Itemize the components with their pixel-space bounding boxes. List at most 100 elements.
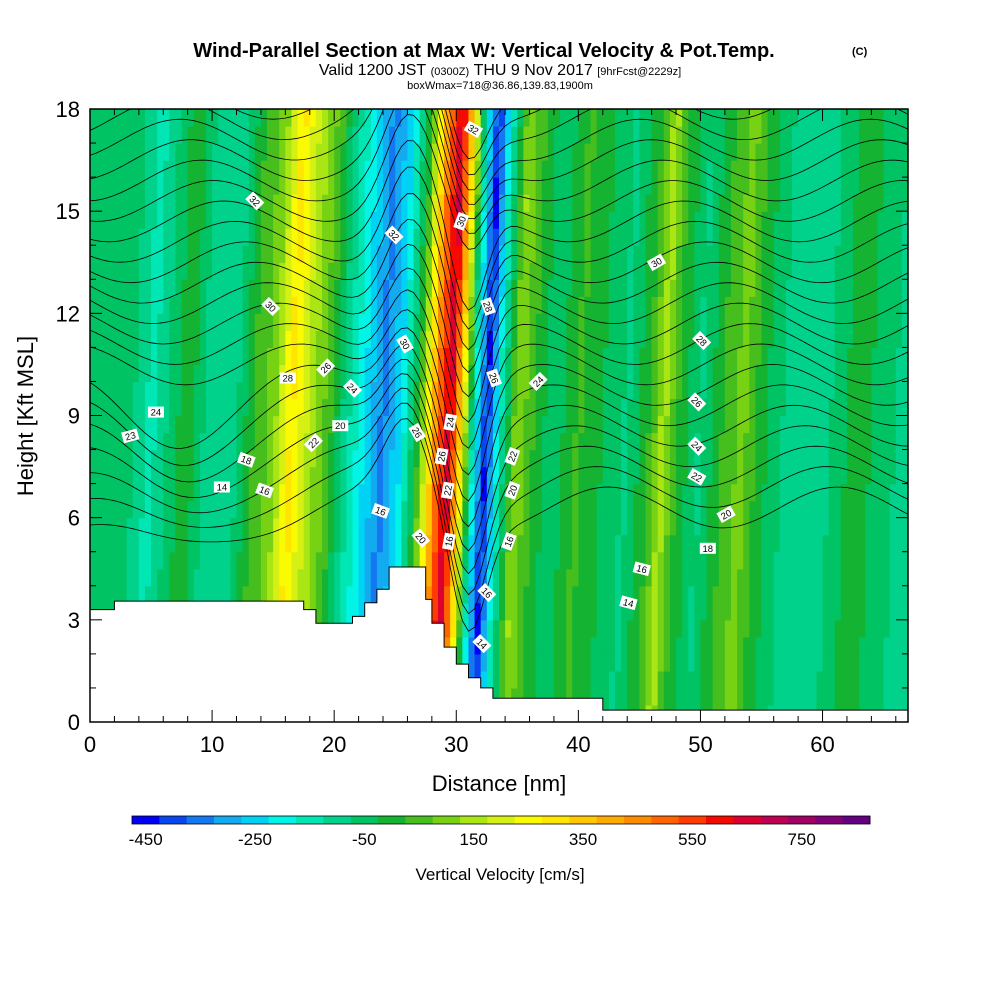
w-cell [242, 313, 250, 331]
w-cell [212, 500, 219, 519]
w-cell [865, 245, 872, 263]
subtitle-valid: Valid 1200 JST [319, 62, 427, 79]
w-cell [224, 194, 231, 212]
w-cell [96, 194, 103, 212]
w-cell [273, 279, 280, 297]
w-cell [657, 466, 665, 485]
w-cell [633, 602, 640, 621]
w-cell [755, 670, 763, 689]
w-cell [523, 143, 531, 161]
w-cell [785, 449, 793, 468]
w-cell [846, 619, 854, 638]
w-cell [157, 126, 164, 144]
w-cell [346, 517, 354, 536]
w-cell [505, 211, 512, 229]
w-cell [560, 432, 567, 451]
w-cell [151, 483, 158, 502]
w-cell [700, 160, 708, 178]
w-cell [676, 619, 683, 638]
w-cell [480, 211, 488, 229]
w-cell [596, 483, 604, 502]
w-cell [718, 415, 726, 434]
w-cell [663, 602, 671, 621]
w-cell [462, 194, 470, 212]
w-cell [376, 330, 384, 348]
w-cell [846, 177, 854, 195]
w-cell [431, 432, 439, 451]
w-cell [810, 347, 818, 366]
w-cell [132, 279, 140, 297]
w-cell [309, 245, 317, 263]
w-cell [236, 109, 244, 127]
w-cell [468, 585, 476, 604]
w-cell [676, 381, 683, 400]
w-cell [737, 262, 744, 280]
w-cell [810, 126, 818, 144]
w-cell [651, 228, 659, 246]
w-cell [224, 109, 231, 127]
w-cell [724, 398, 732, 417]
w-cell [132, 483, 140, 502]
w-cell [444, 194, 451, 212]
w-cell [779, 398, 787, 417]
w-cell [816, 262, 824, 280]
w-cell [120, 143, 128, 161]
w-cell [248, 381, 256, 400]
w-cell [614, 500, 622, 519]
w-cell [505, 687, 512, 706]
w-cell [212, 296, 219, 314]
w-cell [712, 279, 720, 297]
w-cell [340, 466, 347, 485]
w-cell [499, 296, 506, 314]
w-cell [578, 415, 586, 434]
w-cell [126, 313, 134, 331]
w-cell [419, 245, 427, 263]
w-cell [352, 279, 360, 297]
w-cell [657, 534, 665, 553]
w-cell [413, 483, 421, 502]
w-cell [633, 364, 640, 383]
w-cell [706, 636, 714, 655]
w-cell [462, 619, 470, 638]
w-cell [700, 670, 708, 689]
w-cell [340, 160, 347, 178]
w-cell [120, 160, 128, 178]
w-cell [285, 381, 293, 400]
w-cell [846, 211, 854, 229]
w-cell [346, 126, 354, 144]
w-cell [169, 364, 177, 383]
w-cell [706, 330, 714, 348]
w-cell [328, 279, 335, 297]
w-cell [90, 296, 97, 314]
w-cell [480, 313, 488, 331]
w-cell [828, 534, 836, 553]
w-cell [328, 262, 335, 280]
w-cell [737, 177, 744, 195]
w-cell [706, 449, 714, 468]
w-cell [627, 585, 634, 604]
w-cell [621, 432, 628, 451]
w-cell [499, 449, 506, 468]
w-cell [468, 500, 476, 519]
w-cell [828, 381, 836, 400]
w-cell [383, 381, 390, 400]
w-cell [321, 211, 329, 229]
w-cell [621, 126, 628, 144]
w-cell [669, 313, 677, 331]
w-cell [492, 228, 500, 246]
w-cell [505, 160, 512, 178]
w-cell [376, 262, 384, 280]
w-cell [608, 602, 616, 621]
w-cell [645, 568, 653, 587]
w-cell [486, 228, 494, 246]
contour-label-background [371, 502, 390, 519]
w-cell [596, 619, 604, 638]
w-cell [486, 466, 494, 485]
w-cell [901, 279, 908, 297]
w-cell [96, 228, 103, 246]
w-cell [407, 177, 415, 195]
w-cell [627, 245, 634, 263]
w-cell [328, 483, 335, 502]
w-cell [676, 126, 683, 144]
w-cell [877, 602, 885, 621]
